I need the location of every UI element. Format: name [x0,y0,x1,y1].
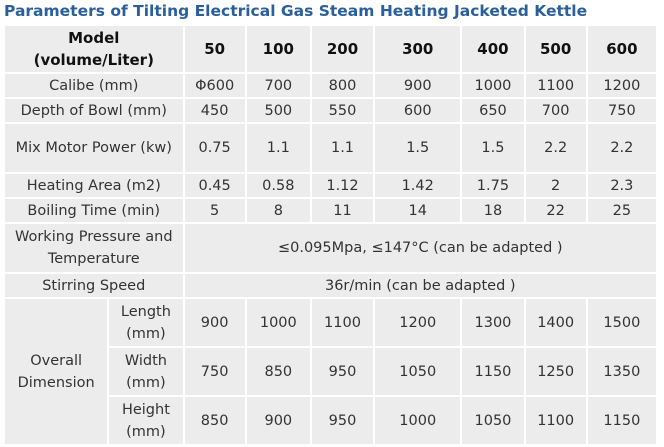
row-label: Height (mm) [109,397,183,444]
group-label: Overall Dimension [5,299,108,444]
table-row: Heating Area (m2) 0.45 0.58 1.12 1.42 1.75 2 2.… [5,174,656,197]
cell: 1350 [587,348,656,395]
cell: 1150 [462,348,524,395]
row-label: Stirring Speed [5,274,183,297]
cell: 700 [525,99,586,122]
cell: 2 [525,174,586,197]
cell: 0.45 [184,174,245,197]
cell: 850 [184,397,245,444]
table-row: Width (mm) 750 850 950 1050 1150 1250 1350 [5,348,656,395]
cell: 1.1 [246,124,310,172]
cell: 1300 [462,299,524,346]
cell: ≤0.095Mpa, ≤147°C (can be adapted ) [184,224,656,272]
header-cell: 50 [184,26,245,72]
table-body: Model (volume/Liter) 50 100 200 300 400 500 600… [5,26,656,444]
cell: 1200 [375,299,461,346]
cell: 900 [375,74,461,97]
cell: 1000 [246,299,310,346]
table-row: Depth of Bowl (mm) 450 500 550 600 650 700 750 [5,99,656,122]
row-label: Mix Motor Power (kw) [5,124,183,172]
cell: 14 [375,199,461,222]
cell: 1250 [525,348,586,395]
cell: 1.75 [462,174,524,197]
header-cell: 200 [311,26,374,72]
cell: 22 [525,199,586,222]
table-row: Stirring Speed 36r/min (can be adapted ) [5,274,656,297]
row-label: Width (mm) [109,348,183,395]
cell: 1200 [587,74,656,97]
header-row: Model (volume/Liter) 50 100 200 300 400 500 600 [5,26,656,72]
cell: 2.2 [525,124,586,172]
cell: 500 [246,99,310,122]
cell: 900 [184,299,245,346]
cell: 0.75 [184,124,245,172]
cell: 1.5 [375,124,461,172]
cell: 450 [184,99,245,122]
cell: 1050 [462,397,524,444]
cell: 1.1 [311,124,374,172]
header-cell: 500 [525,26,586,72]
cell: 1050 [375,348,461,395]
cell: 950 [311,397,374,444]
cell: 600 [375,99,461,122]
page-title: Parameters of Tilting Electrical Gas Ste… [4,2,588,20]
table-row: Boiling Time (min) 5 8 11 14 18 22 25 [5,199,656,222]
cell: 0.58 [246,174,310,197]
cell: 750 [587,99,656,122]
cell: 8 [246,199,310,222]
cell: 1150 [587,397,656,444]
header-cell: 100 [246,26,310,72]
header-cell: 400 [462,26,524,72]
cell: 1100 [311,299,374,346]
table-row: Overall Dimension Length (mm) 900 1000 1100 1… [5,299,656,444]
row-label: Calibe (mm) [5,74,183,97]
cell: 1.42 [375,174,461,197]
cell: 650 [462,99,524,122]
cell: 36r/min (can be adapted ) [184,274,656,297]
row-label: Heating Area (m2) [5,174,183,197]
cell: 1.12 [311,174,374,197]
header-text: Model (volume/Liter) [33,29,154,69]
row-label: Depth of Bowl (mm) [5,99,183,122]
cell: 850 [246,348,310,395]
cell: 1.5 [462,124,524,172]
cell: 550 [311,99,374,122]
cell: 2.3 [587,174,656,197]
cell: 700 [246,74,310,97]
cell: 1100 [525,74,586,97]
header-cell: 600 [587,26,656,72]
spec-table: Model (volume/Liter) 50 100 200 300 400 500 600… [3,24,658,446]
cell: 750 [184,348,245,395]
cell: 950 [311,348,374,395]
cell: 1400 [525,299,586,346]
row-label: Working Pressure and Temperature [5,224,183,272]
cell: 800 [311,74,374,97]
cell: 1500 [587,299,656,346]
cell: 900 [246,397,310,444]
cell: 2.2 [587,124,656,172]
row-label: Length (mm) [109,299,183,346]
table-row: Height (mm) 850 900 950 1000 1050 1100 1150 [5,397,656,444]
cell: 25 [587,199,656,222]
cell: 5 [184,199,245,222]
table-row: Mix Motor Power (kw) 0.75 1.1 1.1 1.5 1.5 2.2 2… [5,124,656,172]
cell: Φ600 [184,74,245,97]
cell: 1100 [525,397,586,444]
cell: 1000 [462,74,524,97]
cell: 1000 [375,397,461,444]
table-row: Working Pressure and Temperature ≤0.095Mp… [5,224,656,272]
header-cell: 300 [375,26,461,72]
row-label: Boiling Time (min) [5,199,183,222]
table-row: Calibe (mm) Φ600 700 800 900 1000 1100 1200 [5,74,656,97]
header-cell: Model (volume/Liter) [5,26,183,72]
cell: 18 [462,199,524,222]
cell: 11 [311,199,374,222]
